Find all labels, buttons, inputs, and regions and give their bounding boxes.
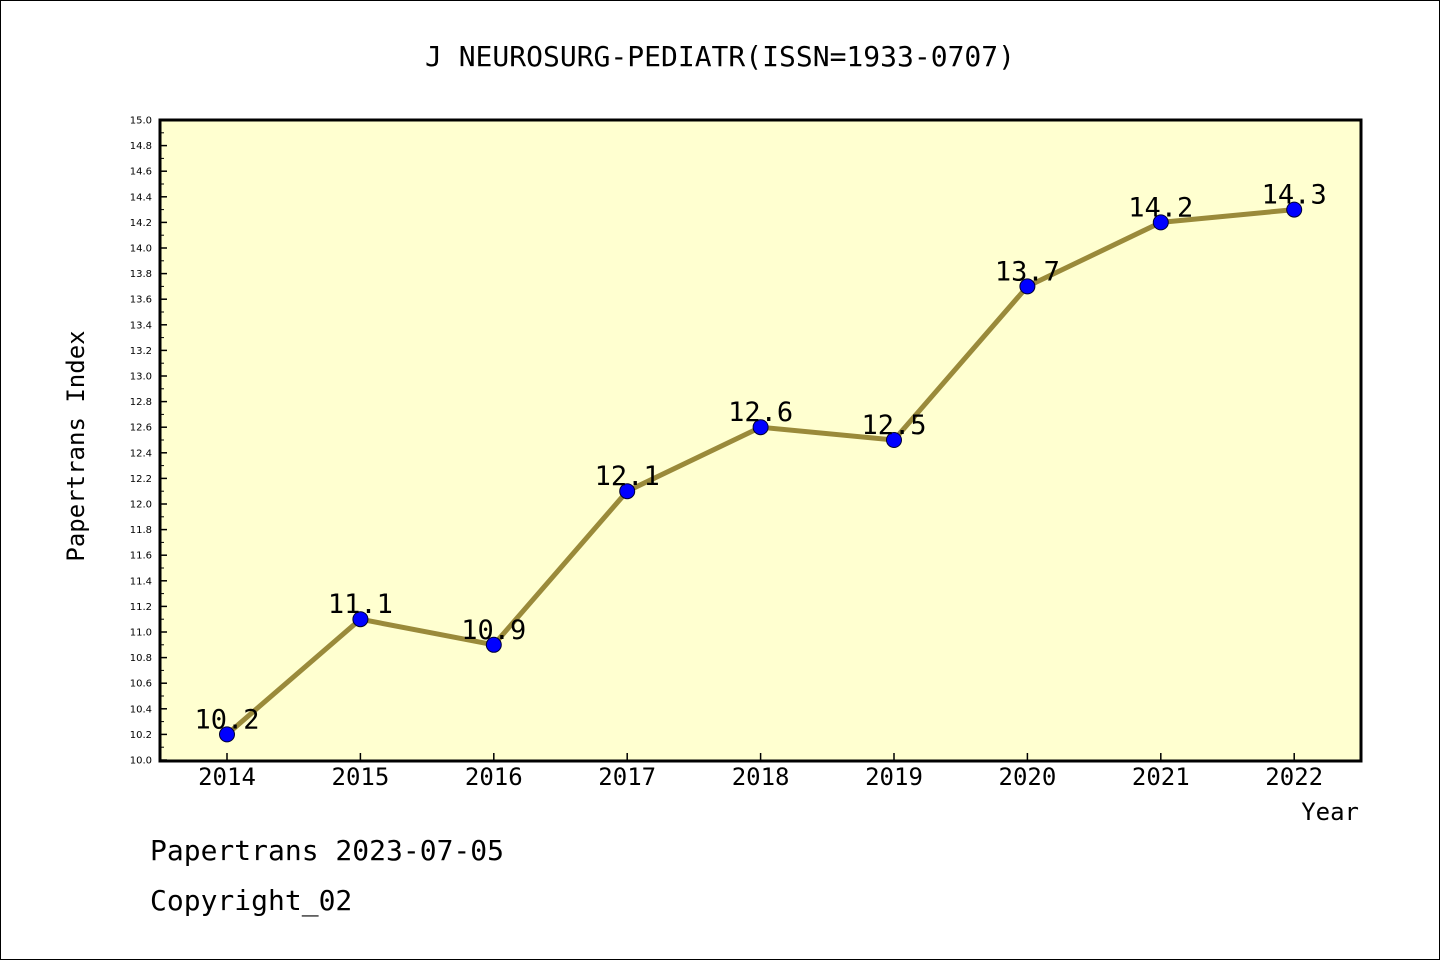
y-tick-label: 14.8 xyxy=(130,141,152,152)
x-tick-label: 2015 xyxy=(332,763,390,791)
data-label: 12.6 xyxy=(728,397,793,428)
y-tick-label: 12.6 xyxy=(130,423,152,434)
y-tick-label: 13.4 xyxy=(130,320,152,331)
x-tick-label: 2014 xyxy=(198,763,256,791)
y-tick-label: 14.4 xyxy=(130,192,152,203)
data-point xyxy=(1286,201,1303,218)
x-tick-label: 2016 xyxy=(465,763,523,791)
data-point xyxy=(619,483,636,500)
y-tick-label: 10.6 xyxy=(130,679,152,690)
series-line-group xyxy=(219,201,1303,743)
y-tick-label: 11.4 xyxy=(130,576,152,587)
y-tick-label: 13.6 xyxy=(130,295,152,306)
y-tick-label: 14.6 xyxy=(130,167,152,178)
data-point xyxy=(1019,278,1036,295)
y-tick-label: 12.2 xyxy=(130,474,152,485)
y-tick-label: 11.0 xyxy=(130,628,152,639)
y-tick-label: 13.0 xyxy=(130,372,152,383)
y-tick-label: 11.2 xyxy=(130,602,152,613)
data-label-group: 10.2 11.1 10.9 12.1 12.6 12.5 13.7 14.2 14.3 xyxy=(194,180,1326,736)
x-tick-label: 2017 xyxy=(598,763,656,791)
y-tick-label: 13.2 xyxy=(130,346,152,357)
y-tick-label: 10.4 xyxy=(130,704,152,715)
data-point xyxy=(752,419,769,436)
x-tick-label: 2018 xyxy=(732,763,790,791)
y-axis-label: Papertrans Index xyxy=(62,330,90,561)
y-tick-label: 11.6 xyxy=(130,551,152,562)
y-tick-label: 11.8 xyxy=(130,525,152,536)
data-point xyxy=(886,432,902,448)
y-tick-label: 10.8 xyxy=(130,653,152,664)
y-tick-label: 12.4 xyxy=(130,448,152,459)
data-label: 13.7 xyxy=(995,256,1060,287)
data-label: 12.1 xyxy=(595,461,660,492)
data-point xyxy=(1152,214,1169,231)
data-label: 14.2 xyxy=(1128,192,1193,223)
data-label: 10.2 xyxy=(194,704,259,735)
data-point xyxy=(219,726,235,743)
y-tick-label: 10.2 xyxy=(130,730,152,741)
y-tick-label: 10.0 xyxy=(130,756,152,767)
y-tick-label: 12.0 xyxy=(130,500,152,511)
x-axis-label: Year xyxy=(1301,798,1359,826)
footer-copyright: Copyright_02 xyxy=(150,884,353,917)
x-axis: 2014 2015 2016 2017 2018 2019 2020 2021 2022 xyxy=(198,753,1323,791)
x-tick-label: 2022 xyxy=(1265,763,1323,791)
data-label: 12.5 xyxy=(861,410,926,441)
y-tick-label: 13.8 xyxy=(130,269,152,280)
y-tick-label: 15.0 xyxy=(130,116,152,127)
data-point xyxy=(352,611,369,628)
data-label: 14.3 xyxy=(1262,180,1327,211)
y-axis: 10.0 10.2 10.4 10.6 10.8 11.0 11.2 11.4 11.6 11.8… xyxy=(130,116,167,767)
data-label: 10.9 xyxy=(461,615,526,646)
data-label: 11.1 xyxy=(328,589,393,620)
chart-title: J NEUROSURG-PEDIATR(ISSN=1933-0707) xyxy=(425,40,1015,73)
y-tick-label: 14.2 xyxy=(130,218,152,229)
y-tick-label: 14.0 xyxy=(130,244,152,255)
footer-date: Papertrans 2023-07-05 xyxy=(150,834,505,867)
x-tick-label: 2021 xyxy=(1132,763,1190,791)
x-tick-label: 2019 xyxy=(865,763,923,791)
x-tick-label: 2020 xyxy=(999,763,1057,791)
y-tick-label: 12.8 xyxy=(130,397,152,408)
data-point xyxy=(485,636,502,653)
